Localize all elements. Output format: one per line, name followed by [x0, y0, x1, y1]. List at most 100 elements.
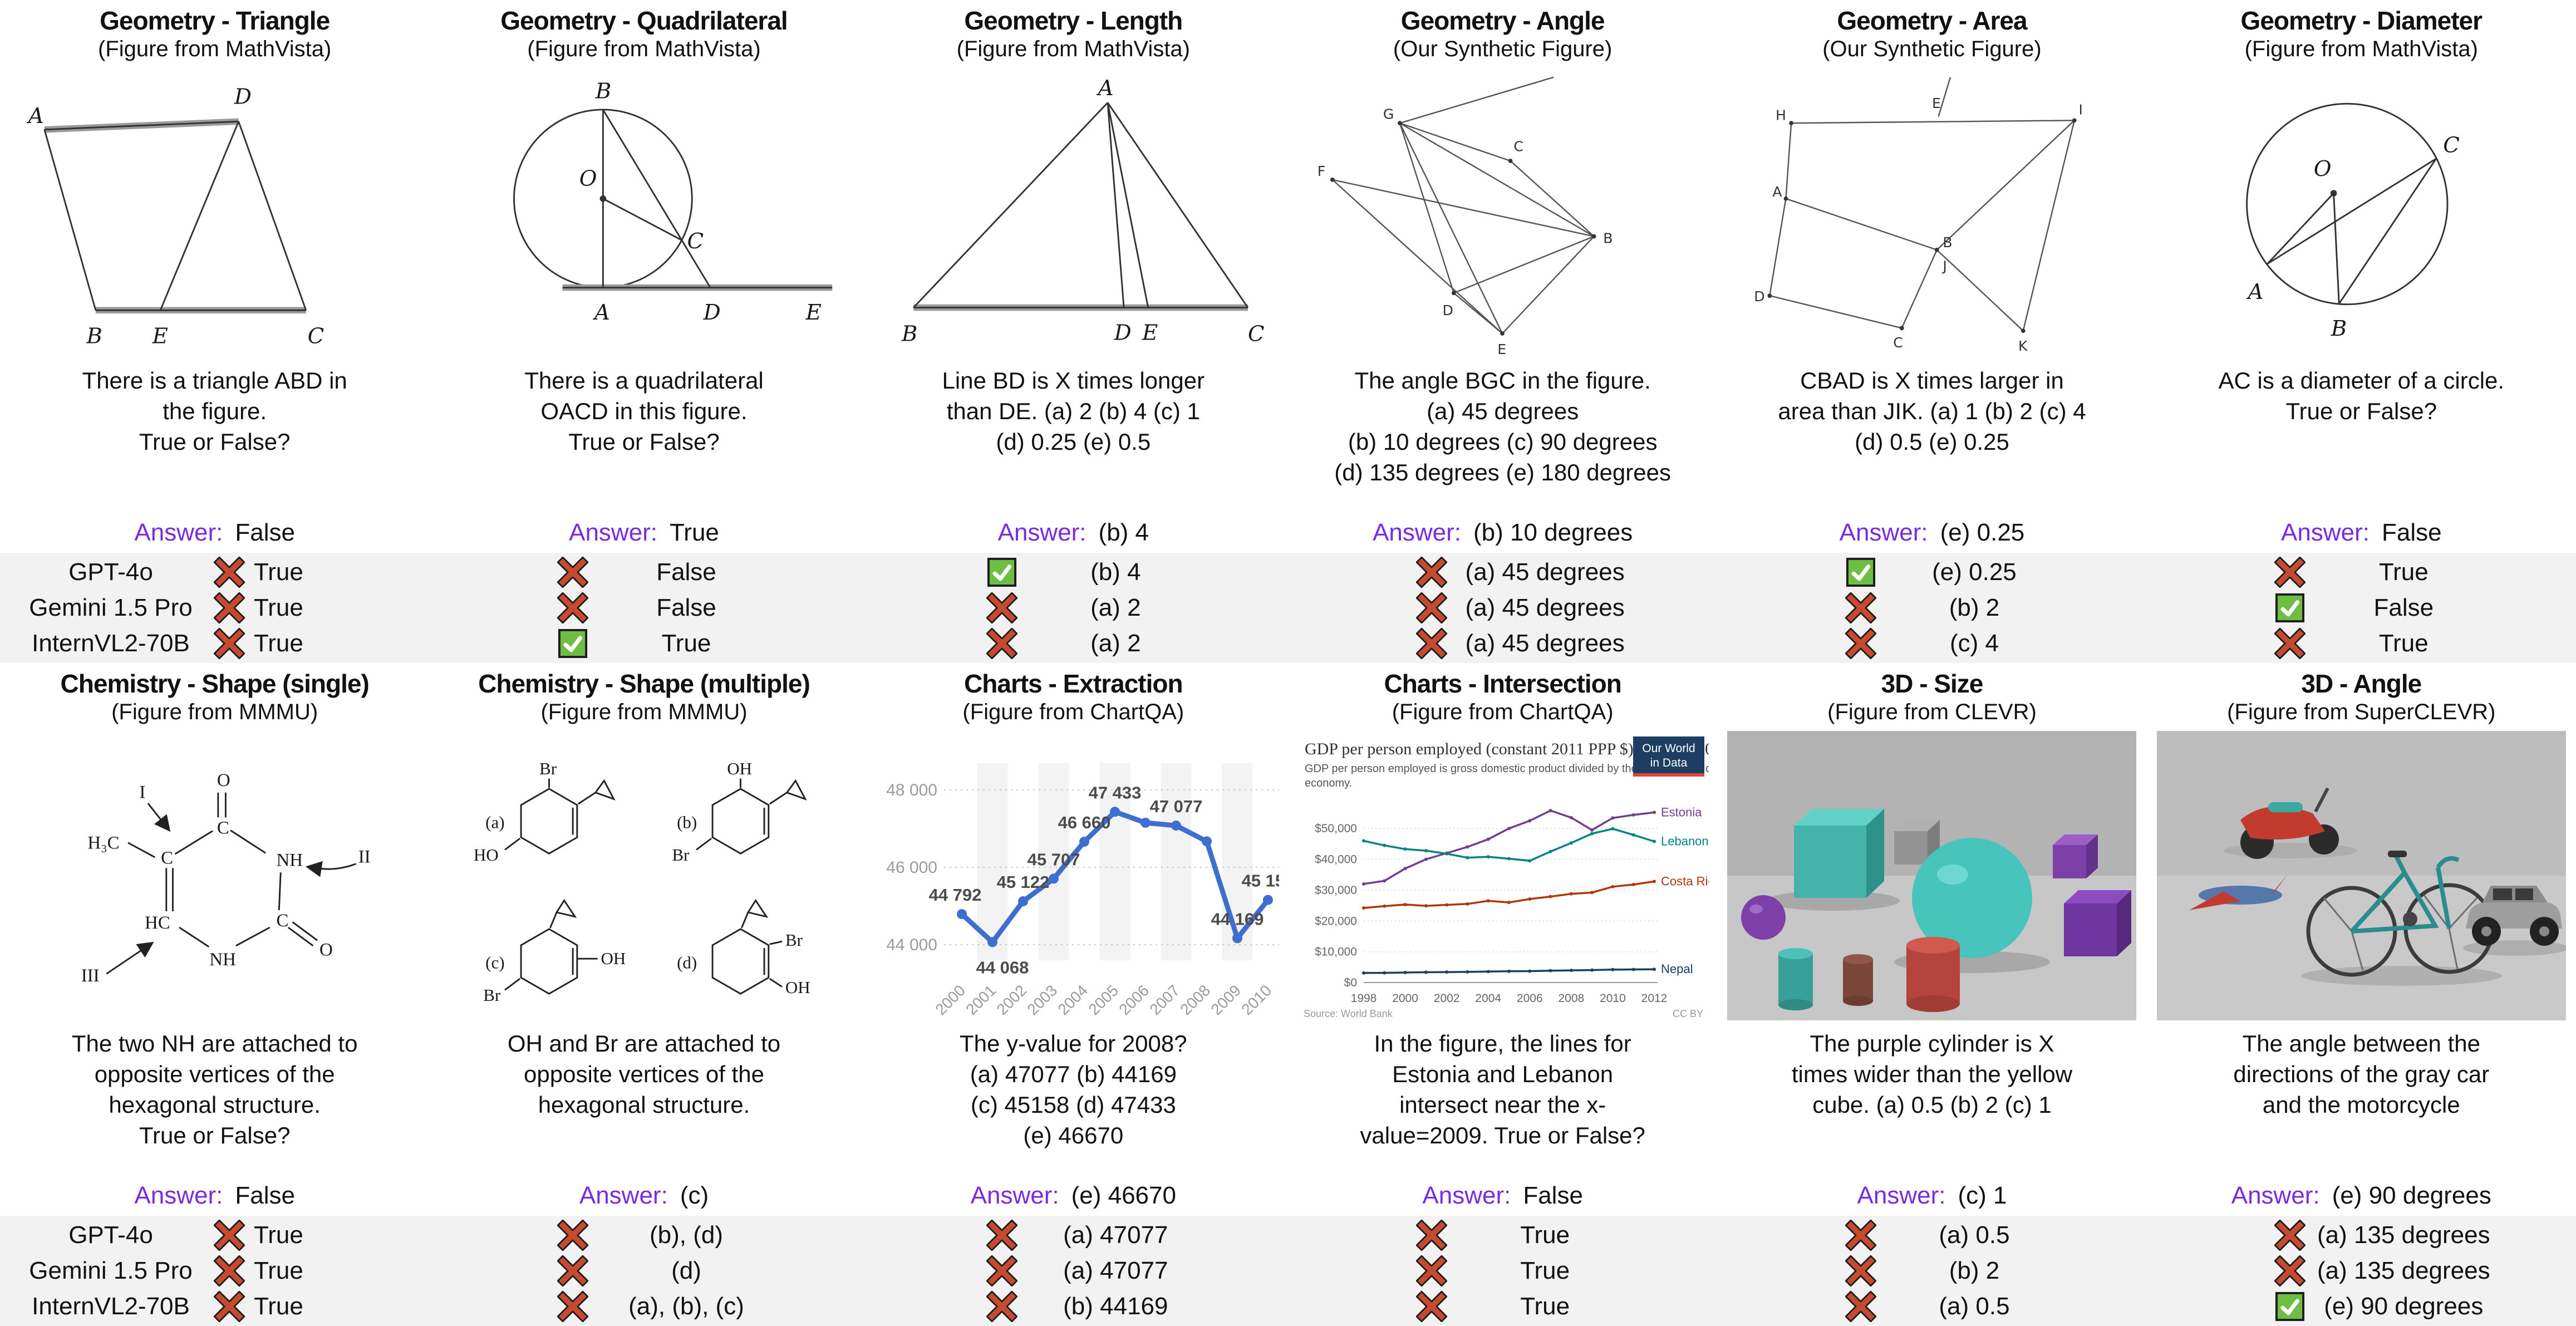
vertex-label: C	[687, 229, 704, 254]
svg-text:2008: 2008	[1558, 992, 1584, 1005]
svg-text:Source: World Bank: Source: World Bank	[1304, 1008, 1393, 1019]
panel-title: Charts - Intersection	[1384, 669, 1621, 698]
model-answer: True	[2378, 558, 2428, 586]
answer-label: Answer:	[1839, 519, 1928, 546]
result-row: (c) 4	[1717, 627, 2146, 660]
wrong-mark-icon	[2274, 1220, 2306, 1251]
figure-parallelogram: A D B E C	[0, 65, 429, 361]
wrong-mark-icon	[1845, 592, 1876, 623]
result-row: (a) 0.5	[1717, 1219, 2146, 1252]
wrong-mark-icon	[1415, 557, 1447, 588]
result-row: (a) 2	[859, 591, 1288, 625]
model-name: InternVL2-70B	[32, 630, 190, 657]
model-answer: True	[1520, 1293, 1570, 1320]
model-answer: (b) 2	[1949, 594, 2000, 621]
svg-text:2008: 2008	[1177, 981, 1214, 1018]
figure-chemical-structure: H₃C C C O NH C O NH HC I II III	[0, 728, 429, 1024]
vertex-label: B	[2331, 316, 2347, 341]
svg-text:2010: 2010	[1238, 981, 1275, 1018]
wrong-mark-icon	[557, 1291, 588, 1322]
atom-label: C	[161, 848, 173, 868]
result-mark	[986, 1220, 1018, 1251]
result-mark	[2274, 1220, 2306, 1251]
results-chemistry-multiple: (b), (d) (d) (a), (b), (c)	[429, 1216, 858, 1326]
vertex-label: O	[579, 166, 597, 191]
result-mark	[557, 1291, 588, 1322]
correct-mark-icon	[2274, 592, 2305, 623]
result-mark	[1415, 1255, 1447, 1286]
model-answer: (b), (d)	[649, 1221, 723, 1249]
panel-title: Charts - Extraction	[964, 669, 1183, 698]
wrong-mark-icon	[1415, 592, 1447, 623]
panel-subtitle: (Figure from ChartQA)	[962, 700, 1184, 724]
result-mark	[1845, 1291, 1876, 1322]
model-answer: True	[254, 1221, 303, 1249]
panel-question: OH and Br are attached to opposite verti…	[507, 1030, 781, 1118]
wrong-mark-icon	[557, 1255, 588, 1286]
result-row: (b) 44169	[859, 1290, 1288, 1323]
result-row: (a) 135 degrees	[2147, 1219, 2576, 1252]
svg-text:GDP per person employed is gro: GDP per person employed is gross domesti…	[1305, 763, 1709, 775]
result-row: (b) 4	[859, 556, 1288, 589]
model-answer: True	[1520, 1257, 1570, 1284]
wrong-mark-icon	[214, 1291, 245, 1322]
result-row: (b) 2	[1717, 1254, 2146, 1288]
atom-label: C	[217, 818, 229, 838]
result-mark	[214, 1291, 245, 1322]
model-answer: True	[254, 1257, 303, 1284]
model-answer: True	[254, 630, 303, 657]
wrong-mark-icon	[986, 1255, 1018, 1286]
result-row: (d)	[429, 1254, 858, 1288]
panel-geometry-area: Geometry - Area (Our Synthetic Figure) H…	[1717, 0, 2146, 553]
vertex-label: D	[1114, 321, 1132, 346]
result-mark	[2274, 628, 2306, 659]
panel-3d-angle: 3D - Angle (Figure from SuperCLEVR)	[2147, 663, 2576, 1216]
vertex-label: E	[1142, 321, 1158, 346]
result-row: True	[2147, 627, 2576, 660]
svg-text:$40,000: $40,000	[1315, 853, 1357, 866]
roman-label: II	[358, 847, 370, 867]
answer-label: Answer:	[2231, 1182, 2320, 1209]
wrong-mark-icon	[2274, 1255, 2306, 1286]
atom-label: OH	[601, 949, 626, 968]
vertex-label: F	[1317, 163, 1325, 179]
answer-line: Answer: (e) 46670	[971, 1178, 1176, 1214]
vertex-label: H	[1776, 107, 1786, 123]
svg-text:$50,000: $50,000	[1315, 822, 1357, 835]
atom-label: Br	[539, 759, 557, 778]
model-answer: True	[1520, 1221, 1570, 1249]
item-label: (c)	[485, 953, 504, 973]
vertex-label: E	[151, 323, 168, 348]
vertex-label: E	[805, 300, 822, 325]
answer-label: Answer:	[1857, 1182, 1946, 1209]
wrong-mark-icon	[214, 628, 245, 659]
panel-title: Geometry - Area	[1837, 6, 2027, 35]
answer-line: Answer: (e) 0.25	[1840, 515, 2025, 551]
atom-label: O	[319, 940, 333, 960]
panel-title: Geometry - Diameter	[2240, 6, 2482, 35]
result-row: (a) 45 degrees	[1288, 627, 1717, 660]
result-mark	[1415, 628, 1447, 659]
svg-text:45 122: 45 122	[997, 872, 1050, 892]
vertex-label: D	[1754, 288, 1764, 305]
answer-label: Answer:	[579, 1182, 668, 1209]
answer-value: False	[1523, 1182, 1583, 1209]
model-answer: (a) 47077	[1063, 1221, 1168, 1249]
bottom-row: Chemistry - Shape (single) (Figure from …	[0, 663, 2576, 1326]
result-row: (a), (b), (c)	[429, 1290, 858, 1323]
svg-text:2007: 2007	[1147, 981, 1183, 1018]
vertex-label: I	[2079, 102, 2083, 118]
wrong-mark-icon	[2274, 628, 2306, 659]
vertex-label: D	[1442, 302, 1453, 318]
wrong-mark-icon	[986, 1291, 1018, 1322]
result-row: (b), (d)	[429, 1219, 858, 1252]
svg-text:$0: $0	[1344, 976, 1356, 989]
svg-text:45 707: 45 707	[1028, 849, 1080, 869]
panel-question: The angle between the directions of the …	[2233, 1030, 2490, 1118]
answer-value: True	[670, 519, 719, 546]
model-answer: True	[254, 558, 303, 586]
vertex-label: C	[1248, 322, 1265, 347]
svg-text:2001: 2001	[963, 981, 1000, 1018]
model-name: GPT-4o	[68, 558, 153, 586]
result-mark	[1845, 1255, 1876, 1286]
